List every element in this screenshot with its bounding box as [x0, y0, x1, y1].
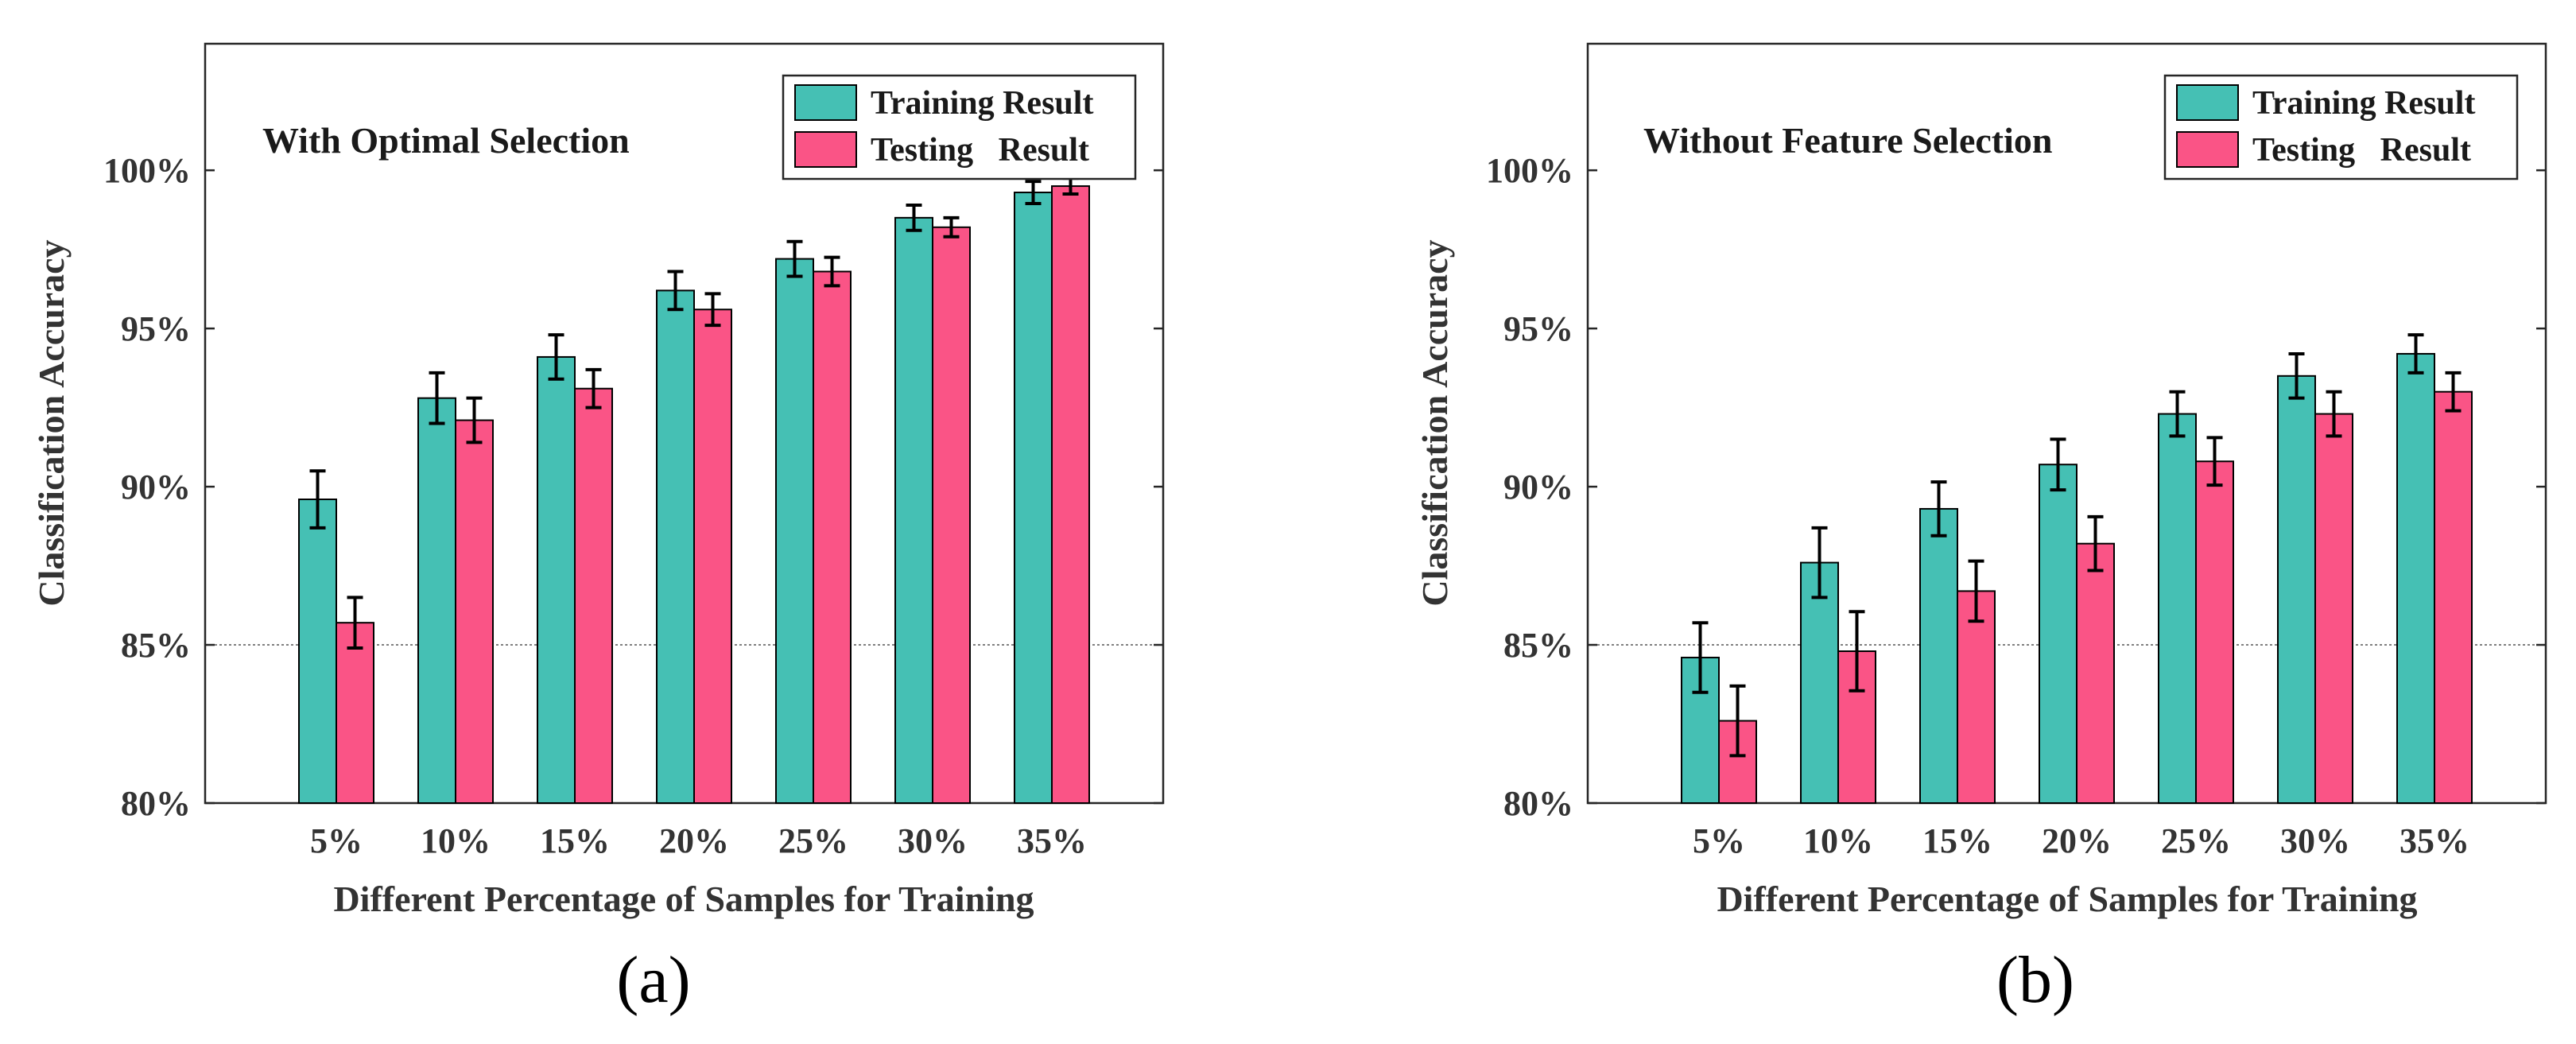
chart-b-errorbar-training [2288, 351, 2305, 400]
chart-a-bar-training [894, 216, 933, 804]
chart-b-bar-testing [2076, 542, 2115, 804]
chart-b-legend-swatch-testing [2176, 131, 2239, 168]
chart-b-errorbar-training [1930, 480, 1947, 538]
chart-b-ytick-label: 90% [1503, 468, 1573, 506]
chart-a: 80% 85% 90% 95% 100% 5% 10% 15% 20% 25% 30% 35% Wi… [31, 42, 1165, 1017]
chart-a-ytick-label: 95% [121, 309, 191, 348]
chart-b-errorbar-testing [1968, 559, 1984, 623]
chart-a-x-axis-label: Different Percentage of Samples for Trai… [333, 879, 1034, 919]
chart-a-bar-training [537, 355, 576, 804]
chart-b-xtick-label: 30% [2280, 821, 2350, 860]
chart-b-errorbar-training [2050, 437, 2066, 492]
chart-b-xtick-label: 15% [1922, 821, 1992, 860]
chart-a-y-axis-label: Classification Accuracy [31, 239, 72, 606]
chart-a-legend-swatch-training [794, 84, 857, 121]
chart-a-bar-training [298, 499, 337, 804]
chart-b-legend-label-testing: Testing Result [2252, 132, 2471, 169]
chart-b-xtick-label: 35% [2399, 821, 2469, 860]
chart-b-bar-testing [2314, 413, 2353, 804]
chart-b-errorbar-testing [2445, 371, 2462, 413]
chart-a-xtick-label: 20% [659, 821, 729, 860]
chart-a-panel-label: (a) [616, 943, 690, 1017]
chart-b-xtick-label: 25% [2161, 821, 2231, 860]
chart-a-xtick-label: 25% [778, 821, 848, 860]
chart-b-x-axis-label: Different Percentage of Samples for Trai… [1717, 879, 2417, 919]
chart-a-ytick-label: 90% [121, 468, 191, 506]
chart-b-errorbar-testing [1849, 610, 1865, 693]
chart-a-bar-training [1014, 192, 1053, 805]
chart-a-errorbar-training [1025, 180, 1042, 205]
chart-a-errorbar-training [429, 371, 445, 425]
chart-a-legend-swatch-testing [794, 131, 857, 168]
chart-b-errorbar-testing [2326, 390, 2342, 438]
chart-b-xtick-label: 5% [1693, 821, 1745, 860]
chart-a-xtick-label: 30% [898, 821, 968, 860]
chart-a-ytick-label: 100% [103, 151, 191, 190]
chart-b-errorbar-testing [2087, 514, 2104, 572]
chart-a-errorbar-testing [466, 396, 483, 444]
chart-a-errorbar-training [667, 270, 684, 312]
chart-a-bar-training [775, 258, 814, 805]
chart-b-ytick-label: 100% [1486, 151, 1573, 190]
chart-b-bar-training [2396, 352, 2435, 805]
chart-b-errorbar-testing [2206, 436, 2223, 487]
chart-a-bar-testing [693, 309, 732, 804]
chart-b-ytick-label: 80% [1503, 784, 1573, 823]
chart-b-bar-training [2277, 375, 2316, 804]
chart-a-legend-label-testing: Testing Result [871, 132, 1089, 169]
chart-a-legend-label-training: Training Result [871, 85, 1093, 122]
chart-b-bar-testing [2195, 460, 2234, 804]
chart-a-bar-testing [813, 270, 852, 804]
chart-b-bar-training [2039, 464, 2077, 805]
chart-a-errorbar-training [548, 333, 564, 381]
chart-a-bar-testing [1051, 185, 1090, 804]
chart-a-ytick-label: 80% [121, 784, 191, 823]
chart-b-errorbar-training [2407, 333, 2424, 375]
chart-a-errorbar-training [786, 239, 803, 278]
chart-b-panel-label: (b) [1996, 943, 2074, 1017]
chart-b-errorbar-training [1692, 621, 1709, 694]
chart-a-xtick-label: 10% [421, 821, 491, 860]
chart-a-bar-training [656, 289, 695, 804]
chart-a-xtick-label: 15% [540, 821, 610, 860]
chart-a-errorbar-testing [943, 215, 960, 239]
chart-a-title: With Optimal Selection [262, 120, 630, 161]
chart-b-y-axis-label: Classification Accuracy [1414, 239, 1455, 606]
chart-b-bar-testing [2434, 390, 2473, 805]
chart-b-bar-training [1919, 507, 1958, 804]
chart-a-legend: Training Result Testing Result [782, 74, 1137, 180]
chart-b-errorbar-training [2169, 390, 2186, 438]
chart-b-ytick-label: 85% [1503, 626, 1573, 665]
chart-b-xtick-label: 20% [2042, 821, 2112, 860]
chart-a-xtick-label: 5% [310, 821, 363, 860]
chart-b-xtick-label: 10% [1803, 821, 1873, 860]
chart-a-errorbar-testing [704, 292, 721, 328]
chart-a-errorbar-testing [824, 255, 840, 288]
chart-b: 80% 85% 90% 95% 100% 5% 10% 15% 20% 25% 30% 35% Wi… [1414, 42, 2547, 1017]
chart-b-bar-testing [1957, 590, 1996, 804]
chart-b-errorbar-testing [1729, 684, 1746, 758]
chart-a-ytick-label: 85% [121, 626, 191, 665]
chart-a-bar-training [417, 397, 456, 804]
chart-b-errorbar-training [1811, 526, 1828, 600]
chart-b-legend-swatch-training [2176, 84, 2239, 121]
chart-b-title: Without Feature Selection [1643, 120, 2052, 161]
chart-b-legend: Training Result Testing Result [2163, 74, 2519, 180]
chart-a-bar-testing [574, 387, 613, 804]
chart-b-bar-training [2158, 413, 2197, 804]
chart-a-errorbar-training [309, 469, 326, 530]
chart-a-errorbar-testing [347, 596, 363, 650]
chart-b-legend-label-training: Training Result [2252, 85, 2475, 122]
chart-a-errorbar-training [906, 203, 922, 232]
chart-a-bar-testing [455, 419, 494, 804]
chart-b-ytick-label: 95% [1503, 309, 1573, 348]
chart-a-errorbar-testing [585, 367, 602, 409]
chart-a-xtick-label: 35% [1017, 821, 1087, 860]
chart-a-bar-testing [336, 622, 374, 804]
chart-a-bar-testing [932, 226, 971, 804]
